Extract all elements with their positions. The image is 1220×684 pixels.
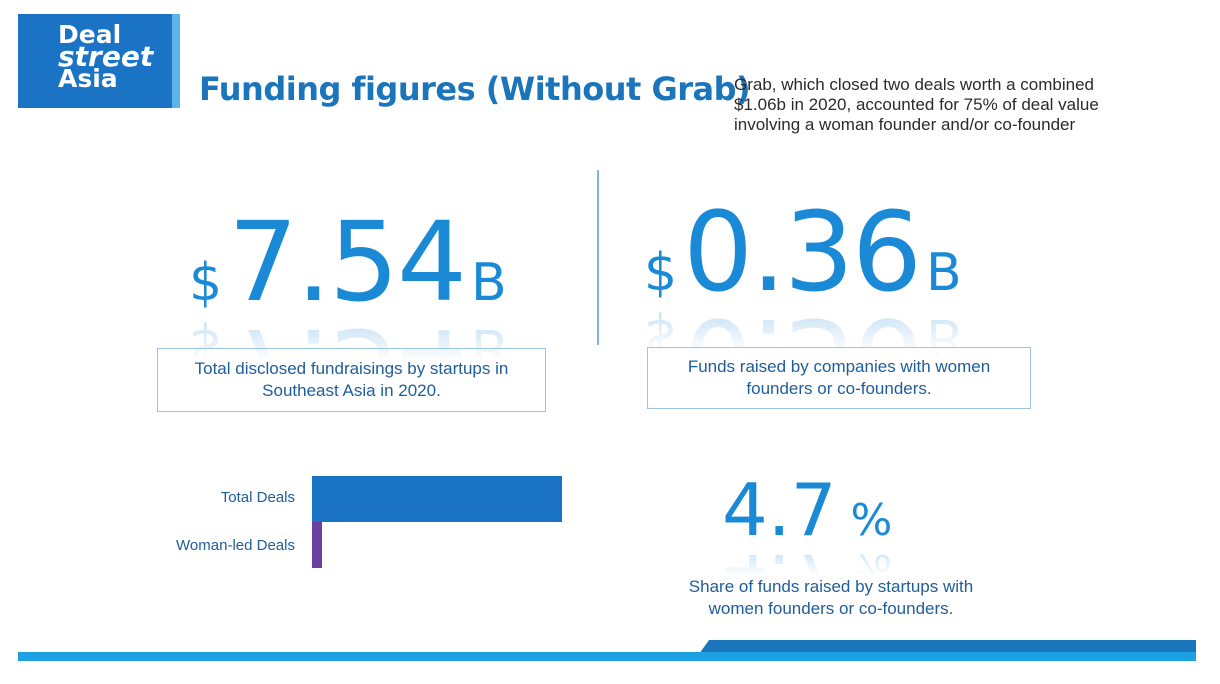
women-caption-box: Funds raised by companies with women fou… [647,347,1031,409]
logo-accent-strip [172,14,180,108]
women-unit: B [926,243,962,303]
footer-band-light [18,652,1196,661]
grab-note: Grab, which closed two deals worth a com… [734,75,1099,134]
total-value: 7.54 [228,198,467,326]
total-fundraising-stat: $ 7.54 B [189,198,507,326]
share-unit: % [850,495,893,546]
women-funds-stat: $ 0.36 B [644,188,962,316]
total-caption: Total disclosed fundraisings by startups… [194,359,509,400]
bar-label-total-deals: Total Deals [220,489,295,506]
vertical-divider [597,170,599,345]
total-unit: B [471,253,507,313]
bar-total-deals [312,476,562,522]
logo-line-3: Asia [58,64,118,93]
bar-woman-led-deals [312,522,322,568]
page-title: Funding figures (Without Grab) [199,70,751,108]
share-value: 4.7 [722,468,837,552]
infographic-canvas [18,6,1196,666]
women-caption: Funds raised by companies with women fou… [687,357,991,398]
women-currency: $ [644,243,678,303]
share-stat: 4.7 % [722,468,892,552]
total-caption-box: Total disclosed fundraisings by startups… [157,348,546,412]
logo-line-1: Deal [58,20,122,49]
logo-line-2: street [58,40,154,73]
dealstreetasia-logo: Deal street Asia [18,14,180,108]
share-caption: Share of funds raised by startups with w… [688,577,974,618]
logo-text: Deal street Asia [58,20,154,93]
deals-bar-chart [312,476,562,568]
total-currency: $ [189,253,223,313]
women-value: 0.36 [683,188,922,316]
bar-label-woman-led-deals: Woman-led Deals [176,537,295,554]
